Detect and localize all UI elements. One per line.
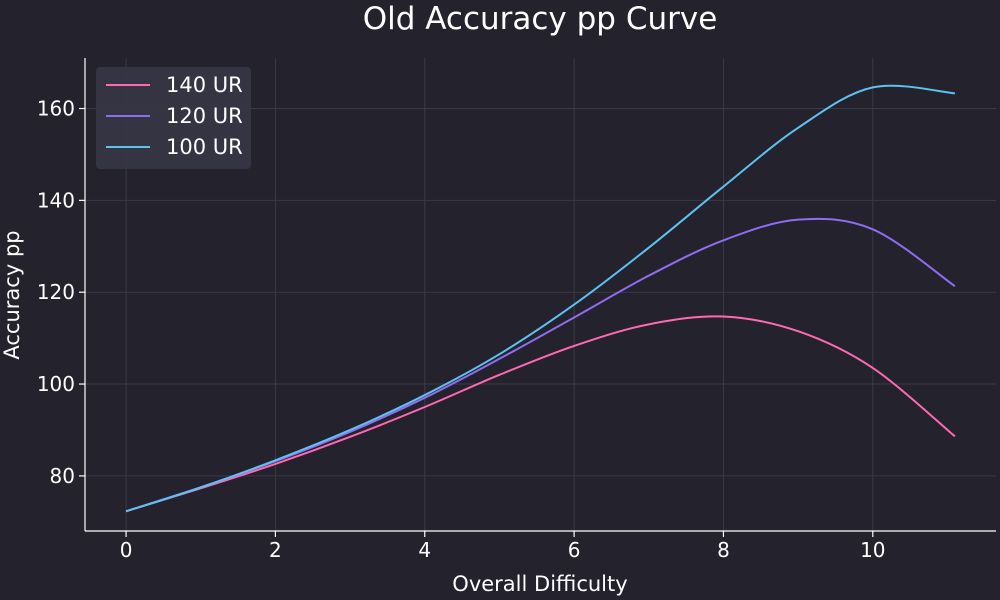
x-tick-label: 0	[120, 538, 133, 562]
y-tick-label: 160	[37, 97, 75, 121]
x-tick-label: 8	[717, 538, 730, 562]
legend-label-140-ur: 140 UR	[166, 73, 243, 97]
legend-label-120-ur: 120 UR	[166, 104, 243, 128]
series-line-120-ur	[125, 217, 956, 513]
y-tick-label: 80	[50, 464, 75, 488]
y-tick-label: 120	[37, 280, 75, 304]
series-line-140-ur	[125, 315, 956, 513]
x-tick-label: 10	[860, 538, 885, 562]
x-tick-label: 6	[568, 538, 581, 562]
y-axis-label: Accuracy pp	[0, 230, 24, 359]
y-tick-label: 140	[37, 188, 75, 212]
chart-title: Old Accuracy pp Curve	[363, 1, 718, 37]
legend-label-100-ur: 100 UR	[166, 135, 243, 159]
legend: 140 UR 120 UR 100 UR	[96, 67, 251, 169]
axes	[84, 58, 996, 532]
x-tick-label: 4	[418, 538, 431, 562]
series-group	[125, 84, 956, 513]
x-tick-label: 2	[269, 538, 282, 562]
legend-box	[96, 67, 251, 169]
series-line-100-ur	[125, 84, 956, 513]
y-tick-label: 100	[37, 372, 75, 396]
ticks: 0 2 4 6 8 10 80 100 120 140 160	[37, 97, 886, 562]
x-axis-label: Overall Difficulty	[452, 572, 627, 596]
